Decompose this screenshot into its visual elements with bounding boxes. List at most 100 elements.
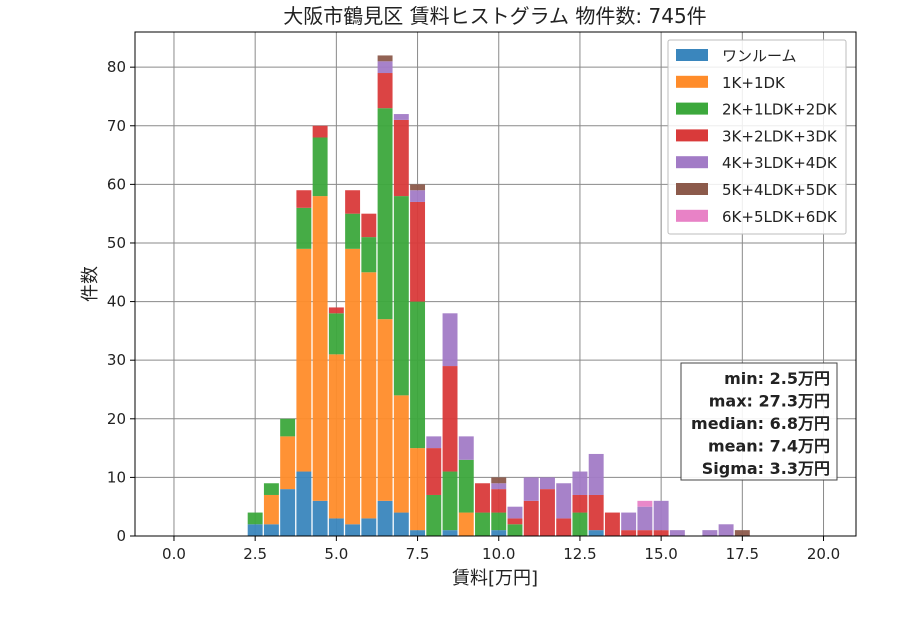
y-tick-label: 10 bbox=[107, 468, 126, 486]
legend-label: 3K+2LDK+3DK bbox=[722, 127, 838, 145]
legend-swatch bbox=[676, 129, 708, 142]
bar-segment-series-3 bbox=[312, 125, 328, 138]
bar-segment-series-2 bbox=[263, 483, 279, 495]
bar-segment-series-3 bbox=[393, 119, 409, 197]
bar-segment-series-2 bbox=[507, 524, 523, 536]
legend-label: 2K+1LDK+2DK bbox=[722, 101, 838, 119]
bar-segment-series-1 bbox=[312, 196, 328, 501]
bar-segment-series-4 bbox=[621, 512, 637, 531]
bar-segment-series-3 bbox=[653, 530, 669, 536]
y-axis-label: 件数 bbox=[80, 266, 101, 302]
bar-segment-series-4 bbox=[426, 436, 442, 449]
bar-segment-series-2 bbox=[475, 512, 490, 536]
legend-swatch bbox=[676, 156, 708, 169]
x-tick-label: 0.0 bbox=[162, 545, 186, 563]
bar-segment-series-0 bbox=[361, 518, 377, 536]
bar-segment-series-4 bbox=[507, 506, 523, 519]
bar-segment-series-4 bbox=[523, 477, 539, 501]
bar-segment-series-3 bbox=[296, 190, 312, 208]
bar-segment-series-4 bbox=[702, 530, 718, 536]
bar-segment-series-4 bbox=[458, 436, 474, 460]
bar-segment-series-3 bbox=[572, 494, 588, 513]
bar-segment-series-3 bbox=[507, 518, 523, 525]
bar-segment-series-3 bbox=[442, 366, 458, 472]
stats-line: mean: 7.4万円 bbox=[708, 437, 830, 456]
bar-segment-series-0 bbox=[280, 489, 296, 536]
legend-swatch bbox=[676, 209, 708, 222]
legend-label: 5K+4LDK+5DK bbox=[722, 181, 838, 199]
bar-segment-series-1 bbox=[328, 354, 344, 519]
stats-line: median: 6.8万円 bbox=[691, 414, 830, 433]
y-tick-label: 40 bbox=[107, 293, 126, 311]
bars-group bbox=[247, 55, 750, 536]
legend: ワンルーム 1K+1DK 2K+1LDK+2DK 3K+2LDK+3DK 4K+3LDK… bbox=[667, 39, 847, 235]
y-axis-ticks: 0 10 20 30 40 50 60 70 80 bbox=[107, 58, 135, 545]
legend-swatch bbox=[676, 75, 708, 88]
bar-segment-series-3 bbox=[588, 494, 604, 531]
bar-segment-series-2 bbox=[491, 512, 507, 531]
bar-segment-series-3 bbox=[328, 307, 344, 314]
bar-segment-series-3 bbox=[523, 500, 539, 536]
stats-line: Sigma: 3.3万円 bbox=[702, 459, 830, 478]
y-tick-label: 30 bbox=[107, 351, 126, 369]
bar-segment-series-5 bbox=[410, 184, 426, 191]
bar-segment-series-3 bbox=[604, 512, 620, 536]
bar-segment-series-0 bbox=[296, 471, 312, 536]
bar-segment-series-1 bbox=[410, 448, 426, 531]
bar-segment-series-3 bbox=[491, 489, 507, 513]
bar-segment-series-2 bbox=[442, 471, 458, 531]
bar-segment-series-2 bbox=[377, 108, 393, 320]
bar-segment-series-3 bbox=[377, 73, 393, 109]
bar-segment-series-1 bbox=[345, 248, 361, 525]
x-tick-label: 10.0 bbox=[482, 545, 515, 563]
legend-swatch bbox=[676, 183, 708, 195]
y-tick-label: 0 bbox=[116, 527, 126, 545]
y-tick-label: 80 bbox=[107, 58, 126, 76]
bar-segment-series-3 bbox=[361, 213, 377, 238]
bar-segment-series-1 bbox=[393, 395, 409, 513]
bar-segment-series-5 bbox=[491, 477, 507, 484]
bar-segment-series-0 bbox=[377, 500, 393, 536]
x-tick-label: 12.5 bbox=[563, 545, 596, 563]
bar-segment-series-3 bbox=[621, 530, 637, 536]
legend-label: 6K+5LDK+6DK bbox=[722, 208, 838, 226]
bar-segment-series-4 bbox=[637, 506, 653, 531]
bar-segment-series-3 bbox=[345, 190, 361, 214]
chart-title: 大阪市鶴見区 賃料ヒストグラム 物件数: 745件 bbox=[283, 4, 706, 28]
bar-segment-series-4 bbox=[393, 114, 409, 120]
x-tick-label: 7.5 bbox=[406, 545, 430, 563]
y-tick-label: 20 bbox=[107, 410, 126, 428]
x-tick-label: 5.0 bbox=[324, 545, 348, 563]
bar-segment-series-1 bbox=[377, 319, 393, 501]
bar-segment-series-4 bbox=[718, 524, 734, 536]
stats-line: max: 27.3万円 bbox=[709, 392, 830, 411]
bar-segment-series-4 bbox=[410, 190, 426, 202]
x-tick-label: 2.5 bbox=[243, 545, 267, 563]
bar-segment-series-4 bbox=[442, 313, 458, 367]
bar-segment-series-2 bbox=[361, 237, 377, 273]
bar-segment-series-1 bbox=[361, 272, 377, 519]
bar-segment-series-4 bbox=[377, 61, 393, 74]
y-tick-label: 50 bbox=[107, 234, 126, 252]
legend-label: 1K+1DK bbox=[722, 74, 786, 92]
bar-segment-series-2 bbox=[572, 512, 588, 536]
bar-segment-series-4 bbox=[653, 500, 669, 531]
bar-segment-series-3 bbox=[637, 530, 653, 536]
bar-segment-series-2 bbox=[393, 196, 409, 396]
bar-segment-series-0 bbox=[312, 500, 328, 536]
y-tick-label: 70 bbox=[107, 117, 126, 135]
y-tick-label: 60 bbox=[107, 175, 126, 193]
bar-segment-series-4 bbox=[588, 453, 604, 495]
legend-label: 4K+3LDK+4DK bbox=[722, 154, 838, 172]
bar-segment-series-0 bbox=[588, 530, 604, 536]
bar-segment-series-1 bbox=[458, 512, 474, 536]
bar-segment-series-2 bbox=[280, 418, 296, 437]
stats-line: min: 2.5万円 bbox=[724, 369, 830, 388]
x-axis-ticks: 0.0 2.5 5.0 7.5 10.0 12.5 15.0 17.5 20.0 bbox=[162, 536, 840, 563]
bar-segment-series-2 bbox=[458, 459, 474, 513]
x-tick-label: 20.0 bbox=[807, 545, 840, 563]
bar-segment-series-0 bbox=[491, 530, 507, 536]
bar-segment-series-3 bbox=[410, 201, 426, 302]
bar-segment-series-3 bbox=[475, 483, 490, 513]
